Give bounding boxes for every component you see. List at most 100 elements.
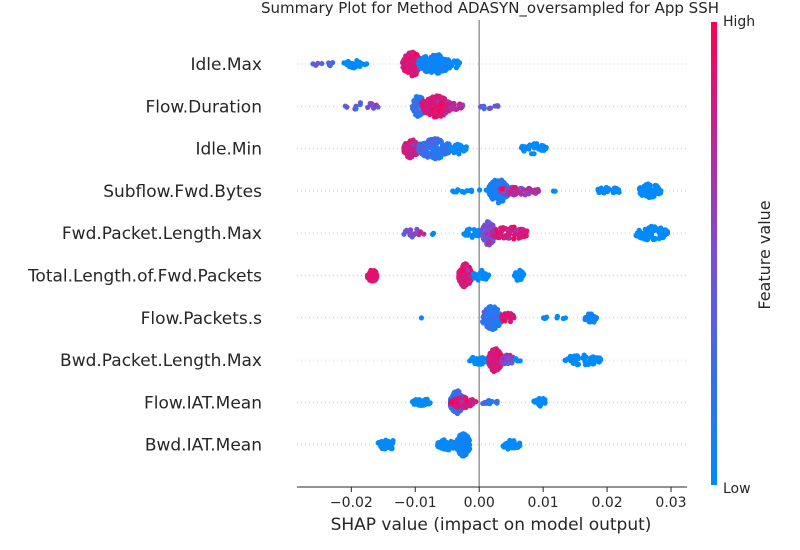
shap-point [500, 314, 506, 320]
shap-point [401, 231, 407, 237]
shap-point [490, 229, 496, 235]
shap-point [499, 186, 505, 192]
shap-point [506, 312, 512, 318]
shap-point [410, 72, 416, 78]
shap-point [419, 61, 425, 68]
shap-point [472, 275, 478, 281]
shap-point [422, 109, 428, 116]
shap-point [496, 234, 502, 240]
shap-point [404, 66, 410, 73]
shap-point [418, 315, 425, 321]
shap-point [436, 70, 442, 76]
shap-point [469, 397, 476, 403]
shap-point [445, 442, 451, 449]
shap-point [574, 362, 580, 368]
shap-point [411, 107, 417, 113]
shap-point [513, 228, 519, 234]
shap-point [511, 236, 517, 242]
shap-point [488, 324, 495, 330]
shap-point [413, 68, 419, 74]
shap-point [493, 311, 499, 317]
shap-point [440, 437, 446, 443]
shap-point [550, 188, 557, 194]
shap-point [353, 106, 359, 112]
shap-point [439, 110, 445, 116]
shap-point [404, 152, 411, 158]
shap-point [487, 355, 493, 362]
shap-point [479, 269, 485, 275]
shap-point [422, 150, 428, 156]
feature-row-points [418, 303, 600, 333]
shap-point [365, 104, 371, 110]
shap-point [451, 189, 457, 195]
shap-point [495, 200, 502, 206]
shap-point [460, 431, 466, 438]
shap-point [426, 101, 432, 107]
shap-point [507, 442, 513, 448]
shap-point [423, 105, 429, 111]
chart-title: Summary Plot for Method ADASYN_oversampl… [261, 0, 719, 18]
x-tick-label: 0.01 [528, 495, 559, 511]
shap-point [481, 309, 487, 315]
shap-point [489, 179, 496, 186]
feature-row-points [409, 388, 548, 417]
shap-point [585, 361, 592, 368]
shap-point [428, 61, 434, 67]
shap-point [441, 446, 447, 452]
shap-points [310, 49, 671, 459]
shap-point [409, 399, 416, 405]
shap-point [319, 60, 325, 67]
shap-point [642, 226, 648, 232]
shap-point [655, 190, 661, 196]
feature-label: Bwd.IAT.Mean [145, 436, 262, 456]
feature-row-points [342, 93, 501, 120]
shap-point [601, 190, 607, 196]
shap-point [663, 228, 670, 234]
shap-point [403, 227, 410, 233]
shap-point [365, 272, 371, 278]
shap-point [494, 195, 500, 202]
shap-point [508, 188, 514, 195]
shap-point [342, 103, 348, 109]
shap-point [486, 239, 493, 245]
shap-point [430, 94, 436, 100]
shap-point [562, 357, 568, 363]
shap-point [357, 101, 363, 108]
shap-point [434, 139, 440, 145]
colorbar-low-label: Low [723, 481, 751, 497]
shap-point [465, 267, 471, 273]
shap-point [494, 398, 500, 404]
x-tick-label: 0.02 [591, 495, 622, 511]
shap-point [388, 445, 394, 451]
shap-point [448, 398, 455, 404]
shap-point [466, 226, 473, 232]
colorbar [711, 22, 717, 485]
shap-point [409, 154, 415, 160]
shap-point [367, 100, 373, 107]
shap-point [432, 110, 438, 116]
shap-point [583, 354, 589, 360]
shap-point [478, 357, 484, 363]
shap-point [654, 227, 660, 233]
shap-point [469, 234, 475, 240]
shap-point [506, 235, 512, 241]
shap-point [513, 356, 519, 363]
colorbar-high-label: High [723, 14, 755, 30]
shap-point [435, 442, 442, 449]
shap-point [449, 103, 455, 109]
feature-row-points [375, 431, 523, 459]
shap-point [466, 278, 472, 284]
shap-point [492, 187, 498, 193]
shap-point [595, 186, 601, 192]
shap-point [464, 441, 471, 448]
shap-point [413, 96, 419, 103]
shap-point [501, 443, 507, 449]
shap-point [461, 453, 467, 459]
shap-point [511, 438, 517, 444]
shap-point [462, 261, 468, 267]
feature-row-points [401, 219, 671, 248]
shap-point [637, 229, 643, 235]
shap-point [647, 182, 653, 188]
feature-label: Bwd.Packet.Length.Max [60, 351, 262, 371]
x-tick-label: −0.02 [330, 495, 373, 511]
